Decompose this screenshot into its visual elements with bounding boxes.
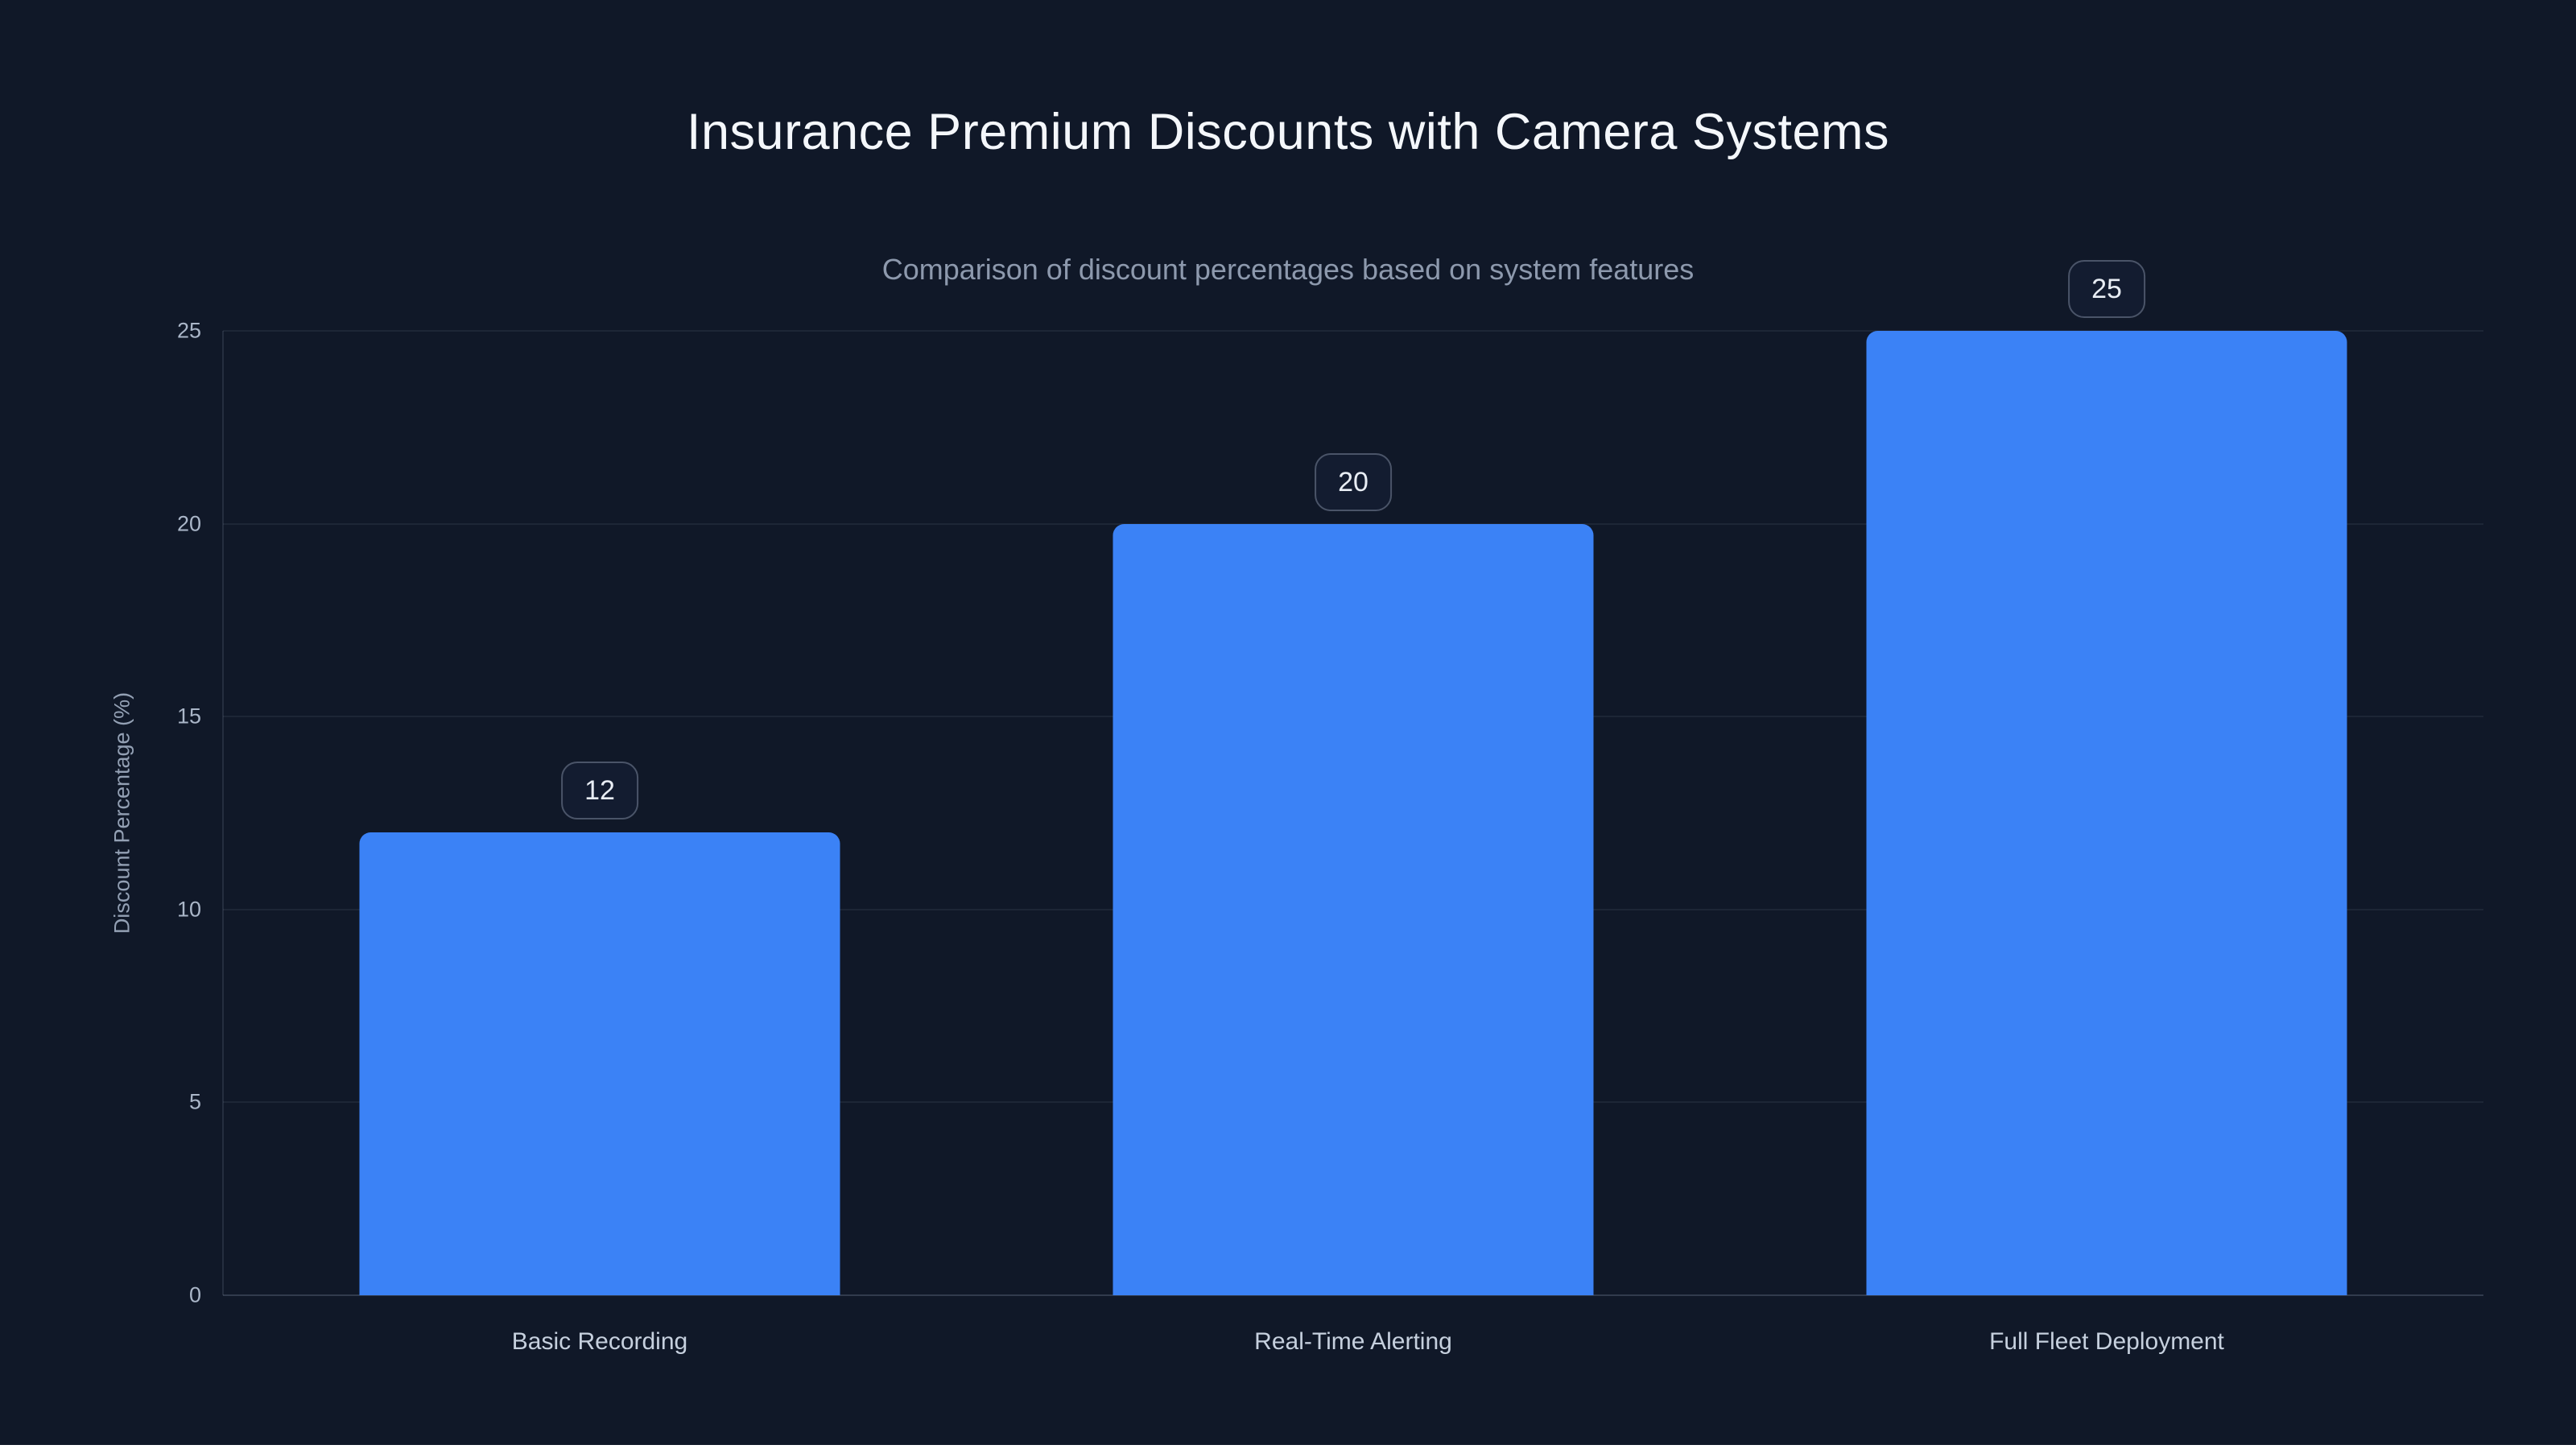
y-tick-label-10: 10 (176, 897, 201, 922)
value-badge-25: 25 (2068, 260, 2145, 318)
y-tick-label-0: 0 (188, 1282, 201, 1307)
y-axis-line (222, 331, 224, 1295)
x-category-label-full-fleet-deployment: Full Fleet Deployment (1989, 1328, 2224, 1355)
bar-full-fleet-deployment (1866, 331, 2347, 1295)
x-category-label-basic-recording: Basic Recording (511, 1328, 688, 1355)
y-tick-label-5: 5 (188, 1089, 201, 1114)
y-tick-label-25: 25 (176, 318, 201, 343)
chart-subtitle: Comparison of discount percentages based… (881, 253, 1695, 286)
chart-title: Insurance Premium Discounts with Camera … (687, 104, 1889, 160)
x-axis-baseline (223, 1294, 2483, 1296)
y-tick-label-20: 20 (176, 511, 201, 536)
bar-basic-recording (359, 832, 840, 1295)
x-category-label-real-time-alerting: Real-Time Alerting (1254, 1328, 1452, 1355)
gridline-y-25 (223, 330, 2483, 332)
y-tick-label-15: 15 (176, 704, 201, 729)
bar-real-time-alerting (1113, 523, 1594, 1295)
page-bottom-strip (0, 1445, 2576, 1449)
value-badge-12: 12 (561, 761, 638, 819)
value-badge-20: 20 (1315, 452, 1392, 511)
